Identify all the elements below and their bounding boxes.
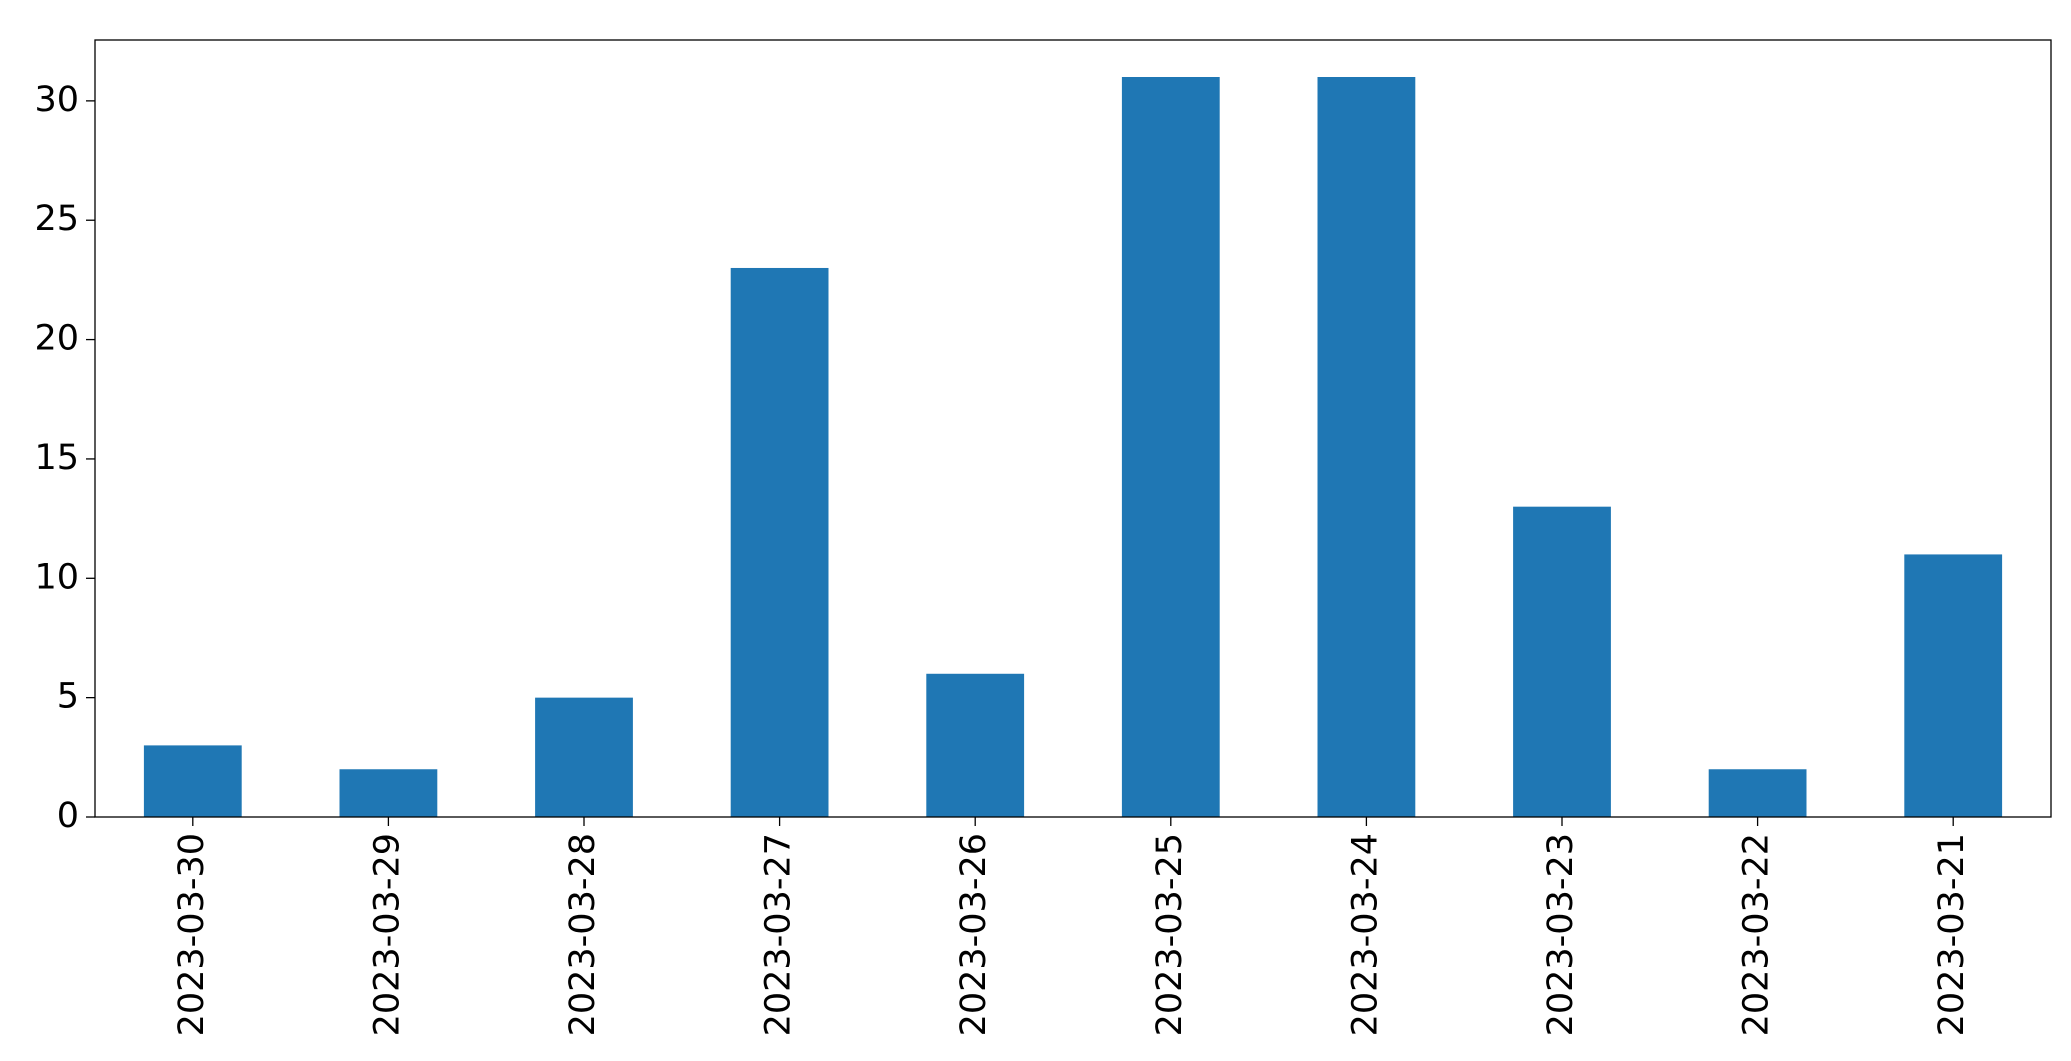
bar <box>1513 506 1611 817</box>
bar <box>339 769 438 817</box>
bar <box>143 745 242 817</box>
bar <box>926 673 1025 817</box>
x-tick-label: 2023-03-27 <box>759 833 799 1036</box>
x-tick-label: 2023-03-28 <box>563 833 603 1036</box>
x-tick-label: 2023-03-24 <box>1345 833 1385 1036</box>
y-tick-label: 20 <box>34 319 79 359</box>
plot-frame <box>94 39 2052 818</box>
bar <box>1317 77 1416 817</box>
y-tick-label: 5 <box>57 677 79 717</box>
x-tick-label: 2023-03-30 <box>172 833 212 1036</box>
x-tick-label: 2023-03-25 <box>1150 833 1190 1036</box>
y-tick-label: 0 <box>57 796 79 836</box>
y-tick-label: 30 <box>34 80 79 120</box>
y-tick-label: 25 <box>34 199 79 239</box>
x-tick-label: 2023-03-21 <box>1932 833 1972 1036</box>
x-tick-label: 2023-03-23 <box>1541 833 1581 1036</box>
bar <box>535 697 633 817</box>
x-tick-label: 2023-03-29 <box>367 833 407 1036</box>
bar <box>1121 77 1220 817</box>
y-tick-label: 10 <box>34 557 79 597</box>
x-tick-label: 2023-03-26 <box>954 833 994 1036</box>
bar <box>730 267 829 817</box>
bar <box>1904 554 2003 817</box>
y-tick-label: 15 <box>34 438 79 478</box>
bar <box>1708 769 1807 817</box>
x-tick-label: 2023-03-22 <box>1737 833 1777 1036</box>
